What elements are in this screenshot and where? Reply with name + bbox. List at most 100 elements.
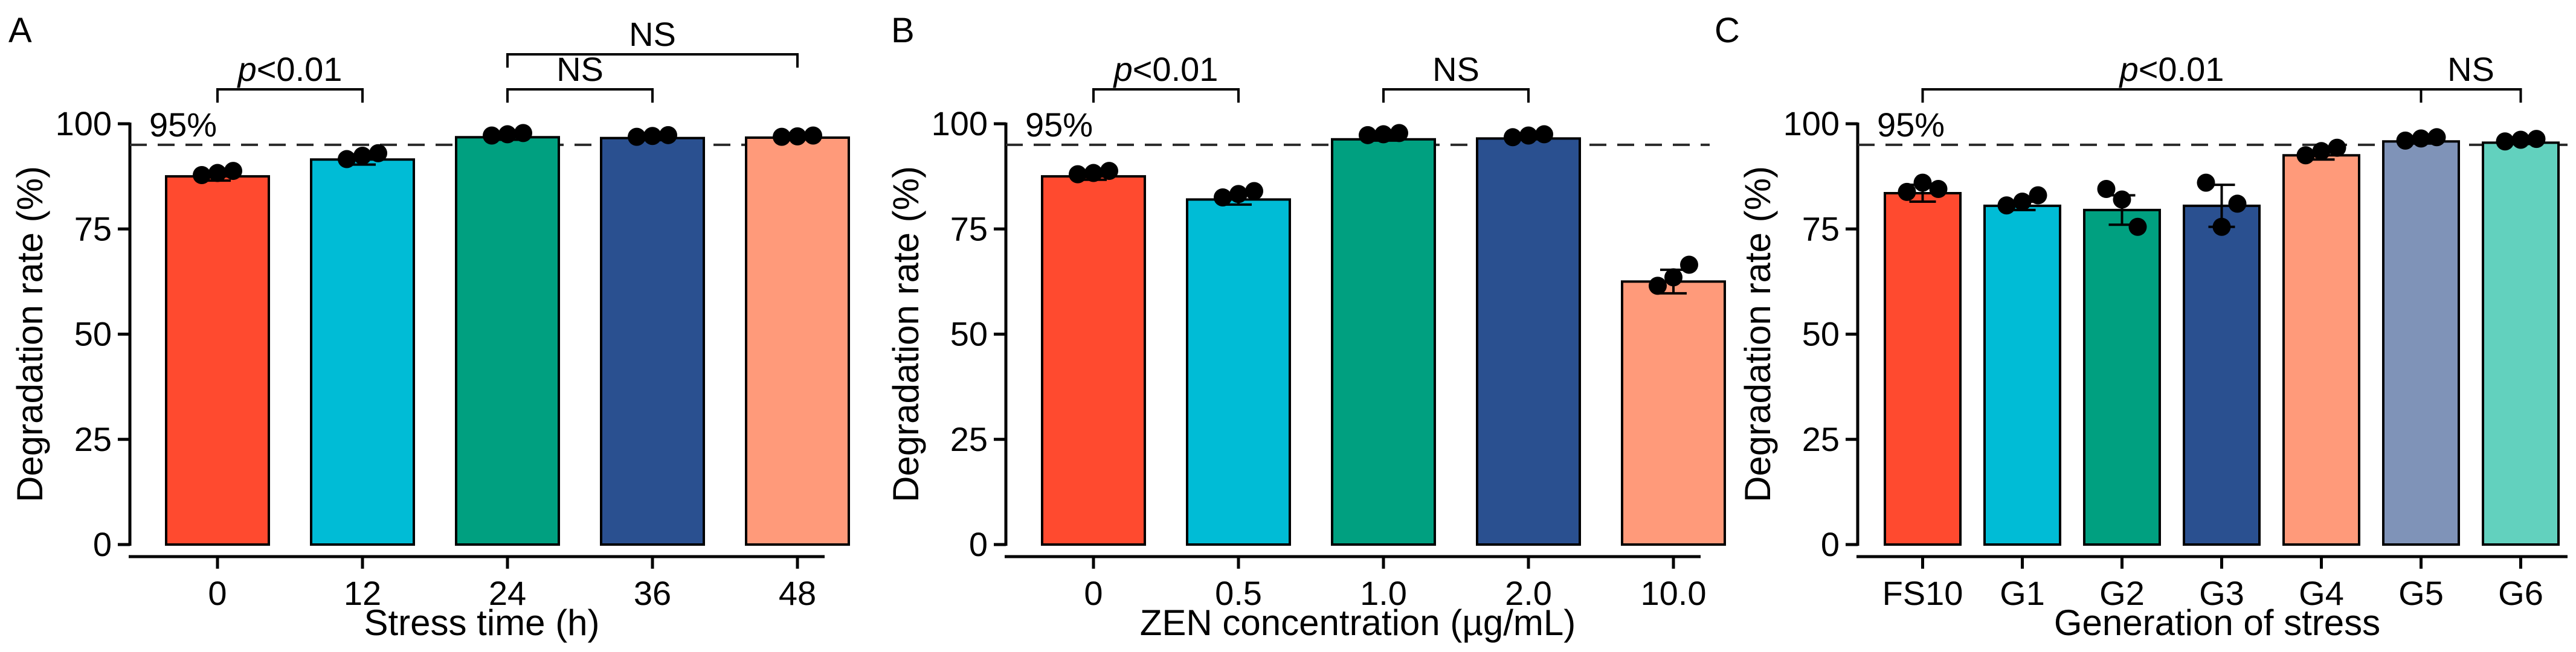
data-point: [2496, 132, 2514, 151]
data-point: [498, 125, 517, 144]
data-point: [1229, 185, 1248, 203]
data-point: [1390, 124, 1408, 142]
data-point: [2296, 146, 2315, 165]
panel-letter: A: [8, 11, 32, 50]
data-point: [2113, 190, 2131, 209]
data-point: [1649, 276, 1667, 295]
data-point: [2396, 131, 2415, 150]
x-tick-label: 36: [634, 574, 671, 612]
data-point: [2197, 173, 2215, 192]
significance-label: p<0.01: [2119, 50, 2224, 88]
bar-12: [310, 158, 415, 546]
data-point: [514, 124, 532, 142]
p-threshold: <0.01: [1133, 50, 1219, 88]
data-point: [788, 127, 807, 145]
data-point: [1680, 255, 1698, 274]
bar-48: [745, 136, 850, 546]
y-tick-label: 25: [1802, 420, 1840, 458]
significance-label: p<0.01: [1113, 50, 1219, 88]
x-tick-label: 2.0: [1505, 574, 1552, 612]
panel-letter: B: [891, 11, 915, 50]
data-point: [1535, 125, 1553, 144]
data-point: [353, 146, 372, 165]
y-tick-label: 50: [1802, 315, 1840, 353]
p-symbol: p: [2119, 50, 2139, 88]
data-point: [804, 126, 822, 145]
data-point: [659, 126, 677, 144]
y-axis-title: Degradation rate (%): [1737, 166, 1778, 502]
data-point: [193, 166, 211, 185]
data-point: [2328, 138, 2346, 157]
data-point: [1084, 164, 1103, 182]
x-tick-label: G3: [2199, 574, 2244, 612]
x-axis-title: Generation of stress: [2054, 602, 2380, 643]
data-point: [2128, 217, 2147, 236]
bar-G3: [2183, 204, 2261, 546]
y-axis-title: Degradation rate (%): [886, 166, 926, 502]
data-point: [2511, 130, 2530, 149]
y-tick-label: 50: [950, 315, 988, 353]
data-point: [1214, 188, 1232, 206]
data-point: [224, 162, 242, 181]
significance-label: NS: [556, 50, 604, 88]
bar-24: [455, 136, 560, 546]
panel-letter: C: [1715, 11, 1740, 50]
data-point: [643, 127, 662, 145]
bar-G5: [2382, 140, 2460, 546]
x-tick-label: G4: [2299, 574, 2344, 612]
bar-36: [600, 136, 705, 546]
x-tick-label: 48: [779, 574, 816, 612]
significance-bracket: [1092, 88, 1240, 103]
bar-0: [165, 175, 270, 546]
x-tick-label: G6: [2498, 574, 2543, 612]
data-point: [338, 150, 356, 168]
x-tick-label: FS10: [1882, 574, 1963, 612]
data-point: [2097, 180, 2116, 199]
x-tick-label: G2: [2099, 574, 2145, 612]
reference-label: 95%: [149, 106, 217, 144]
significance-bracket: [2420, 88, 2522, 103]
data-point: [1519, 126, 1538, 145]
y-tick-label: 100: [1783, 104, 1840, 142]
data-point: [369, 144, 387, 162]
p-symbol: p: [237, 50, 257, 88]
data-point: [1504, 128, 1522, 147]
data-point: [1997, 196, 2016, 215]
data-point: [1069, 165, 1087, 184]
reference-label: 95%: [1025, 106, 1093, 144]
data-point: [2427, 128, 2446, 147]
p-symbol: p: [1113, 50, 1133, 88]
x-tick-label: G5: [2398, 574, 2444, 612]
significance-bracket: [1921, 88, 2423, 103]
data-point: [1359, 126, 1377, 144]
data-point: [1898, 182, 1916, 201]
p-threshold: <0.01: [2139, 50, 2224, 88]
bar-FS10: [1884, 192, 1962, 546]
data-point: [1374, 125, 1393, 144]
significance-bracket: [1382, 88, 1530, 103]
y-tick-label: 75: [1802, 209, 1840, 248]
y-axis-title: Degradation rate (%): [10, 166, 50, 502]
x-axis-title: ZEN concentration (µg/mL): [1140, 602, 1576, 643]
y-tick-label: 50: [74, 315, 112, 353]
reference-label: 95%: [1877, 106, 1945, 144]
bar-G2: [2083, 208, 2161, 546]
bar-10.0: [1621, 280, 1726, 546]
data-point: [1100, 162, 1118, 181]
significance-label: NS: [629, 15, 676, 53]
significance-label: p<0.01: [237, 50, 343, 88]
significance-bracket: [506, 88, 654, 103]
bar-2.0: [1476, 137, 1581, 546]
significance-bracket: [216, 88, 364, 103]
x-tick-label: 1.0: [1360, 574, 1407, 612]
x-tick-label: 0: [208, 574, 227, 612]
data-point: [2013, 192, 2032, 211]
y-tick-label: 0: [969, 525, 988, 563]
data-point: [2212, 217, 2231, 236]
y-tick-label: 100: [56, 104, 112, 142]
x-tick-label: 12: [344, 574, 381, 612]
data-point: [208, 164, 227, 182]
